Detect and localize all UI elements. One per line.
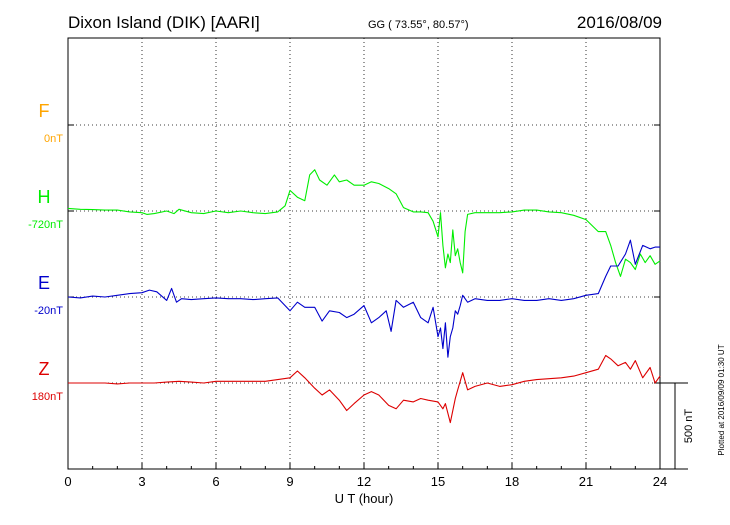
x-tick-label: 18: [505, 474, 519, 489]
series-f-name: F: [39, 101, 50, 121]
x-tick-label: 6: [212, 474, 219, 489]
axis-ticks: 0 3 6 9 12 15 18 21 24: [64, 124, 667, 489]
series-z-name: Z: [39, 359, 50, 379]
plot-footer-note: Plotted at 2016/09/09 01:30 UT: [717, 344, 726, 455]
series-e-name: E: [38, 273, 50, 293]
x-tick-label: 15: [431, 474, 445, 489]
series-f-offset-label: 0nT: [44, 133, 63, 145]
x-tick-label: 9: [286, 474, 293, 489]
scale-bar: 500 nT: [660, 382, 695, 470]
series-h-offset-label: -720nT: [28, 219, 63, 231]
series-e-line: [67, 239, 660, 358]
x-tick-label: 3: [138, 474, 145, 489]
series-z-line: [68, 354, 661, 424]
x-axis-label: U T (hour): [335, 491, 394, 506]
station-coords: GG ( 73.55°, 80.57°): [368, 19, 469, 31]
series-h-name: H: [38, 187, 51, 207]
series-z-offset-label: 180nT: [32, 391, 63, 403]
series-labels: F 0nT H -720nT E -20nT Z 180nT: [28, 101, 63, 403]
x-tick-label: 21: [579, 474, 593, 489]
scale-bar-label: 500 nT: [683, 409, 695, 444]
x-tick-label: 24: [653, 474, 667, 489]
grid-lines: [68, 38, 660, 469]
chart-title: Dixon Island (DIK) [AARI]: [68, 13, 260, 32]
x-tick-label: 12: [357, 474, 371, 489]
chart-date: 2016/08/09: [577, 13, 662, 32]
series-lines: [67, 169, 661, 424]
series-e-offset-label: -20nT: [34, 305, 63, 317]
x-tick-label: 0: [64, 474, 71, 489]
series-h-line: [67, 169, 661, 277]
